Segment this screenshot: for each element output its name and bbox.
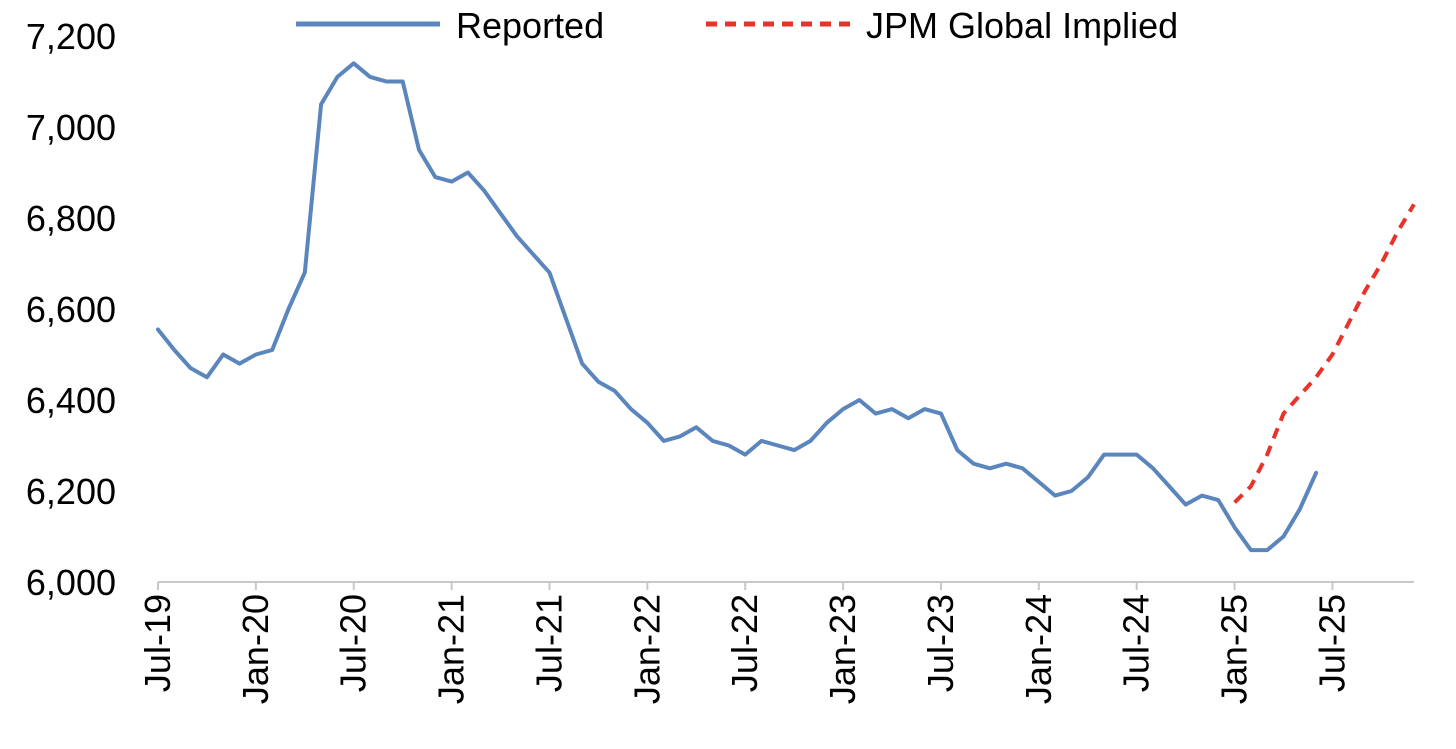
y-tick-label: 6,000 xyxy=(26,562,116,603)
x-tick-label: Jul-19 xyxy=(137,594,178,692)
y-tick-label: 7,200 xyxy=(26,16,116,57)
x-tick-label: Jan-22 xyxy=(626,594,667,704)
y-axis: 6,000 6,200 6,400 6,600 6,800 7,000 7,200 xyxy=(26,16,116,603)
y-tick-label: 6,200 xyxy=(26,471,116,512)
x-tick-label: Jan-21 xyxy=(431,594,472,704)
legend: Reported JPM Global Implied xyxy=(296,5,1178,46)
x-tick-label: Jan-24 xyxy=(1018,594,1059,704)
x-tick-label: Jan-23 xyxy=(822,594,863,704)
x-tick-label: Jul-25 xyxy=(1311,594,1352,692)
x-tick-label: Jan-25 xyxy=(1214,594,1255,704)
x-tick-label: Jul-23 xyxy=(920,594,961,692)
x-tick-label: Jul-20 xyxy=(333,594,374,692)
x-tick-label: Jul-21 xyxy=(528,594,569,692)
x-tick-label: Jul-22 xyxy=(724,594,765,692)
y-tick-label: 6,400 xyxy=(26,380,116,421)
x-tick-label: Jan-20 xyxy=(235,594,276,704)
x-tick-label: Jul-24 xyxy=(1116,594,1157,692)
y-tick-label: 6,800 xyxy=(26,198,116,239)
y-tick-label: 7,000 xyxy=(26,107,116,148)
series-line-jpm-global-implied xyxy=(1233,203,1416,504)
series-line-reported xyxy=(156,61,1319,553)
x-axis: Jul-19 Jan-20 Jul-20 Jan-21 Jul-21 Jan-22 Jul-… xyxy=(137,581,1414,704)
legend-label-reported: Reported xyxy=(456,5,604,46)
legend-label-jpm-global-implied: JPM Global Implied xyxy=(866,5,1178,46)
y-tick-label: 6,600 xyxy=(26,289,116,330)
plot-area xyxy=(156,61,1416,553)
